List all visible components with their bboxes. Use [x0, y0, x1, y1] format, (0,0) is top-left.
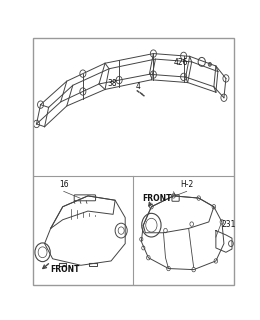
Text: 16: 16	[59, 180, 69, 189]
Text: 38: 38	[107, 79, 117, 88]
Text: FRONT: FRONT	[142, 194, 172, 203]
Circle shape	[208, 62, 211, 66]
Text: FRONT: FRONT	[51, 265, 80, 274]
Text: H-2: H-2	[180, 180, 193, 189]
Text: 426: 426	[174, 58, 188, 68]
Text: 4: 4	[135, 82, 140, 91]
Text: 231: 231	[222, 220, 236, 228]
